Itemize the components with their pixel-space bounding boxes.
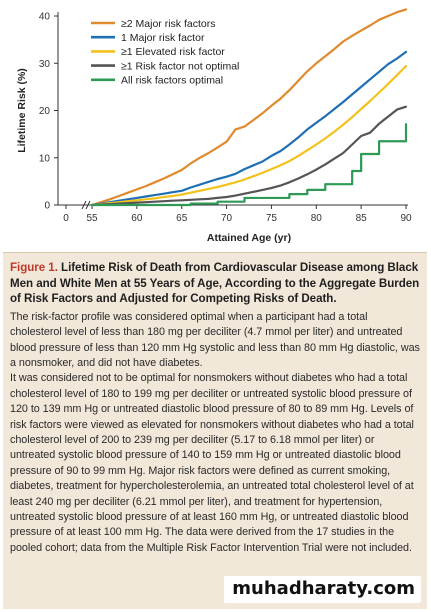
y-axis-title: Lifetime Risk (%) (16, 68, 28, 153)
x-tick-label: 90 (400, 213, 412, 224)
x-axis-title: Attained Age (yr) (207, 232, 291, 244)
x-tick-label: 55 (86, 213, 98, 224)
x-tick-label: 80 (311, 213, 323, 224)
chart-area: 0 10 20 30 40 0 55 60 65 70 75 80 85 90 Attained Age (… (0, 0, 431, 250)
y-tick-label: 0 (44, 201, 50, 212)
y-tick-label: 30 (39, 59, 51, 70)
caption-title-text: Lifetime Risk of Death from Cardiovascul… (10, 261, 420, 306)
series-line-3 (90, 105, 408, 207)
y-tick-label: 20 (39, 106, 51, 117)
legend-label-2: ≥1 Elevated risk factor (121, 46, 225, 58)
series-line-2 (90, 65, 408, 207)
caption-label: Figure 1. (10, 261, 58, 274)
x-tick-label: 60 (131, 213, 143, 224)
lifetime-risk-chart: 0 10 20 30 40 0 55 60 65 70 75 80 85 90 Attained Age (… (16, 8, 412, 244)
x-tick-label: 70 (221, 213, 233, 224)
series-line-4 (90, 123, 408, 207)
legend-label-4: All risk factors optimal (121, 75, 223, 87)
x-tick-label: 0 (63, 213, 69, 224)
series-line-1 (90, 50, 408, 207)
axis-break-mark (81, 200, 87, 210)
series-line-0 (90, 8, 408, 207)
x-tick-label: 85 (356, 213, 368, 224)
caption-title: Figure 1. Lifetime Risk of Death from Ca… (10, 260, 420, 307)
y-tick-label: 40 (39, 12, 51, 23)
caption-paragraph-definitions: It was considered not to be optimal for … (10, 372, 414, 554)
caption-paragraph-optimal: The risk-factor profile was considered o… (10, 310, 420, 369)
x-tick-label: 75 (266, 213, 278, 224)
x-tick-label: 65 (176, 213, 188, 224)
y-tick-label: 10 (39, 153, 51, 164)
site-watermark: muhadharaty.com (224, 576, 421, 603)
legend-label-1: 1 Major risk factor (121, 32, 205, 44)
legend-label-3: ≥1 Risk factor not optimal (121, 60, 239, 72)
figure-caption: Figure 1. Lifetime Risk of Death from Ca… (3, 252, 427, 609)
legend-label-0: ≥2 Major risk factors (121, 18, 215, 30)
axis-break-mark (85, 200, 91, 210)
